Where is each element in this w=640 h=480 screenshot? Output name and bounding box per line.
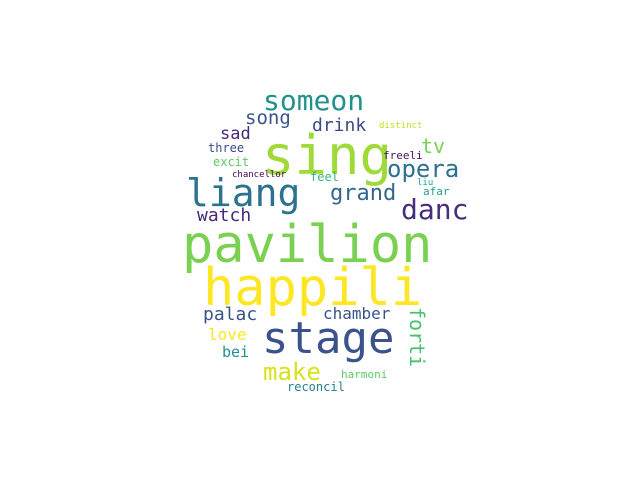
word-stage: stage — [262, 313, 395, 364]
word-love: love — [208, 325, 247, 344]
word-feel: feel — [310, 170, 339, 184]
word-reconcil: reconcil — [287, 380, 345, 394]
word-freeli: freeli — [383, 149, 423, 162]
word-tv: tv — [421, 134, 446, 158]
word-pavilion: pavilion — [182, 215, 433, 275]
word-harmoni: harmoni — [341, 368, 388, 381]
word-palac: palac — [203, 304, 258, 325]
word-watch: watch — [197, 205, 252, 226]
word-distinct: distinct — [379, 121, 423, 131]
word-excit: excit — [213, 155, 250, 169]
word-three: three — [208, 141, 245, 155]
word-drink: drink — [312, 115, 367, 136]
word-liu: liu — [417, 178, 434, 188]
word-danc: danc — [401, 193, 469, 226]
word-afar: afar — [423, 185, 450, 198]
word-bei: bei — [222, 343, 250, 361]
word-someon: someon — [263, 84, 365, 117]
word-sing: sing — [262, 124, 393, 187]
word-grand: grand — [330, 181, 397, 206]
word-chamber: chamber — [323, 304, 391, 323]
word-chancellor: chancellor — [232, 170, 287, 180]
word-sad: sad — [220, 124, 251, 144]
word-song: song — [245, 107, 291, 129]
word-opera: opera — [387, 155, 460, 183]
word-make: make — [263, 358, 321, 386]
word-happili: happili — [203, 258, 423, 318]
word-liang: liang — [186, 171, 301, 215]
word-forti: forti — [405, 307, 429, 368]
